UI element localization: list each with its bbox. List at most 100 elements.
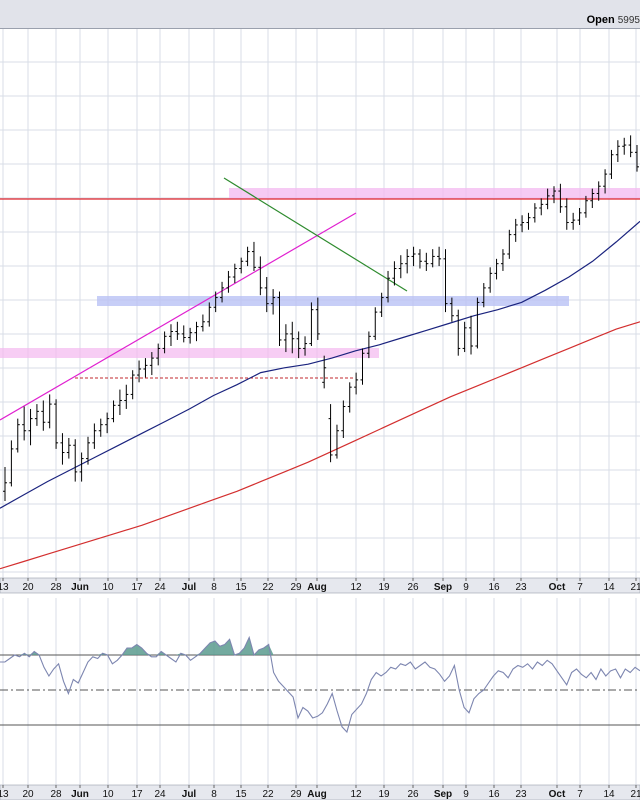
osc-x-tick-label: 23	[515, 789, 527, 800]
price-bar	[283, 324, 288, 353]
price-bar	[245, 246, 250, 267]
resistance-zone	[229, 188, 640, 199]
price-bar	[603, 169, 608, 194]
price-bar	[456, 309, 461, 356]
open-value: 5995	[617, 15, 640, 26]
price-bar	[398, 255, 403, 279]
price-x-tick-label: 12	[350, 582, 362, 593]
price-x-tick-label: Sep	[434, 582, 452, 593]
osc-x-tick-label: Sep	[434, 789, 452, 800]
price-panel[interactable]	[0, 29, 640, 578]
osc-x-axis-strip	[0, 784, 640, 800]
price-bar	[156, 343, 161, 366]
price-bar	[124, 384, 129, 409]
downtrend-line	[223, 177, 408, 292]
oscillator-gridlines	[2, 598, 637, 785]
support-zone-blue	[97, 296, 569, 306]
price-x-tick-label: Jul	[182, 582, 197, 593]
price-bar	[373, 307, 378, 340]
price-bar	[73, 439, 78, 482]
price-bar	[66, 438, 71, 459]
price-bar	[360, 348, 365, 385]
osc-x-tick-label: 7	[577, 789, 583, 800]
oscillator-panel[interactable]	[0, 598, 640, 785]
osc-x-tick-label: 15	[235, 789, 247, 800]
osc-x-tick-label: Oct	[549, 789, 566, 800]
price-bar	[315, 297, 320, 340]
price-bar	[564, 198, 569, 230]
price-bar	[264, 277, 269, 313]
price-bar	[290, 321, 295, 354]
oscillator-line	[0, 635, 640, 734]
price-bar	[194, 321, 199, 342]
price-bar	[47, 394, 52, 429]
price-bar	[226, 270, 231, 293]
price-bar	[341, 400, 346, 438]
price-bar	[232, 263, 237, 284]
price-bar	[3, 467, 7, 501]
price-bar	[520, 215, 525, 233]
price-bar	[424, 252, 429, 271]
price-bar	[92, 423, 97, 449]
price-x-tick-label: 17	[131, 582, 143, 593]
open-price-readout: Open 5995	[587, 14, 640, 26]
price-x-tick-label: 28	[50, 582, 62, 593]
price-bar	[609, 149, 614, 179]
price-bar	[207, 302, 212, 327]
price-bar	[9, 440, 14, 487]
price-bar	[251, 241, 256, 271]
price-bar	[590, 188, 595, 208]
price-x-tick-label: Jun	[71, 582, 89, 593]
price-x-tick-label: Aug	[307, 582, 326, 593]
price-bar	[577, 208, 582, 225]
price-bar	[386, 270, 391, 303]
price-bar	[539, 198, 544, 216]
price-bar	[130, 370, 135, 400]
price-bar	[79, 452, 84, 482]
price-x-tick-label: 23	[515, 582, 527, 593]
price-bar	[168, 324, 173, 346]
osc-x-tick-label: 12	[350, 789, 362, 800]
price-bar	[41, 400, 46, 431]
price-bar	[188, 327, 193, 344]
price-bar	[347, 382, 352, 413]
support-zone-pink	[0, 348, 379, 358]
price-x-tick-label: 16	[488, 582, 500, 593]
price-bar	[34, 404, 39, 426]
osc-x-tick-label: 13	[0, 789, 9, 800]
osc-x-tick-label: 21	[630, 789, 640, 800]
price-x-tick-label: 15	[235, 582, 247, 593]
price-bar	[571, 212, 576, 230]
price-bar	[105, 412, 110, 434]
price-bar	[462, 321, 467, 353]
short-moving-average-line	[0, 220, 640, 509]
osc-x-tick-label: 24	[154, 789, 166, 800]
osc-x-tick-label: 17	[131, 789, 143, 800]
price-x-tick-label: 29	[290, 582, 302, 593]
osc-x-tick-label: 29	[290, 789, 302, 800]
price-bar	[85, 436, 90, 465]
price-bar	[430, 249, 435, 268]
price-bar	[271, 289, 276, 315]
price-bar	[615, 140, 620, 162]
price-bar	[437, 246, 442, 267]
open-label: Open	[586, 14, 615, 26]
price-bar	[328, 404, 333, 463]
price-x-tick-label: 26	[407, 582, 419, 593]
uptrend-line	[0, 212, 357, 421]
price-bar	[411, 246, 416, 267]
price-bar	[417, 249, 422, 269]
long-moving-average-line	[0, 321, 640, 570]
price-bar	[296, 331, 301, 359]
osc-x-tick-label: Jul	[182, 789, 197, 800]
chart-header-bar: Open 5995	[0, 0, 640, 29]
price-bar	[583, 195, 588, 218]
oscillator-overbought-fill	[19, 637, 274, 655]
price-bar	[181, 325, 186, 343]
price-bar	[213, 291, 218, 313]
price-bar	[22, 406, 27, 441]
price-bar	[303, 336, 308, 356]
price-bar	[98, 418, 103, 437]
price-bar	[149, 352, 154, 376]
